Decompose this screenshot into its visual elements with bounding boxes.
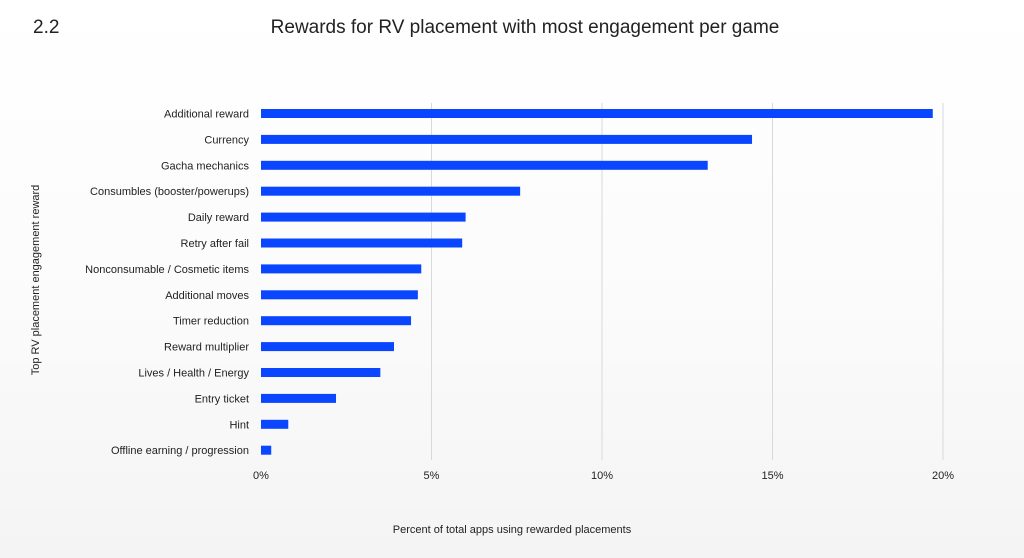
category-label: Reward multiplier	[164, 342, 249, 354]
bar	[261, 264, 422, 274]
x-tick-label: 10%	[591, 470, 613, 482]
bar	[261, 316, 412, 326]
category-label: Nonconsumable / Cosmetic items	[85, 264, 249, 276]
gridlines	[431, 103, 944, 460]
bar	[261, 186, 521, 196]
x-axis-title: Percent of total apps using rewarded pla…	[392, 524, 632, 536]
x-tick-label: 5%	[424, 470, 440, 482]
category-label: Timer reduction	[173, 316, 249, 328]
x-tick-label: 0%	[253, 470, 269, 482]
bar	[261, 212, 466, 222]
category-label: Lives / Health / Energy	[138, 368, 249, 380]
bar	[261, 368, 381, 377]
chart-title: Rewards for RV placement with most engag…	[270, 17, 780, 38]
bar	[261, 445, 272, 455]
bar	[261, 238, 463, 248]
x-tick-label: 15%	[761, 470, 783, 482]
bar	[261, 134, 753, 144]
category-label: Retry after fail	[181, 238, 249, 250]
category-label: Additional moves	[165, 290, 249, 302]
x-tick-labels: 0% 5% 10% 15% 20%	[253, 470, 954, 482]
figure-number: 2.2	[33, 17, 60, 38]
category-label: Consumbles (booster/powerups)	[90, 186, 249, 198]
bar	[261, 290, 418, 300]
x-tick-label: 20%	[932, 470, 954, 482]
bars	[261, 109, 933, 455]
bar	[261, 393, 337, 403]
category-label: Offline earning / progression	[111, 445, 249, 457]
category-labels: Additional reward Currency Gacha mechanics…	[85, 109, 249, 458]
category-label: Daily reward	[188, 212, 249, 224]
category-label: Hint	[229, 419, 249, 431]
category-label: Currency	[204, 134, 249, 146]
bar	[261, 109, 933, 118]
category-label: Additional reward	[164, 109, 249, 121]
bar	[261, 160, 708, 170]
category-label: Gacha mechanics	[161, 160, 250, 172]
bar	[261, 419, 289, 429]
category-label: Entry ticket	[195, 393, 249, 405]
bar	[261, 342, 394, 352]
